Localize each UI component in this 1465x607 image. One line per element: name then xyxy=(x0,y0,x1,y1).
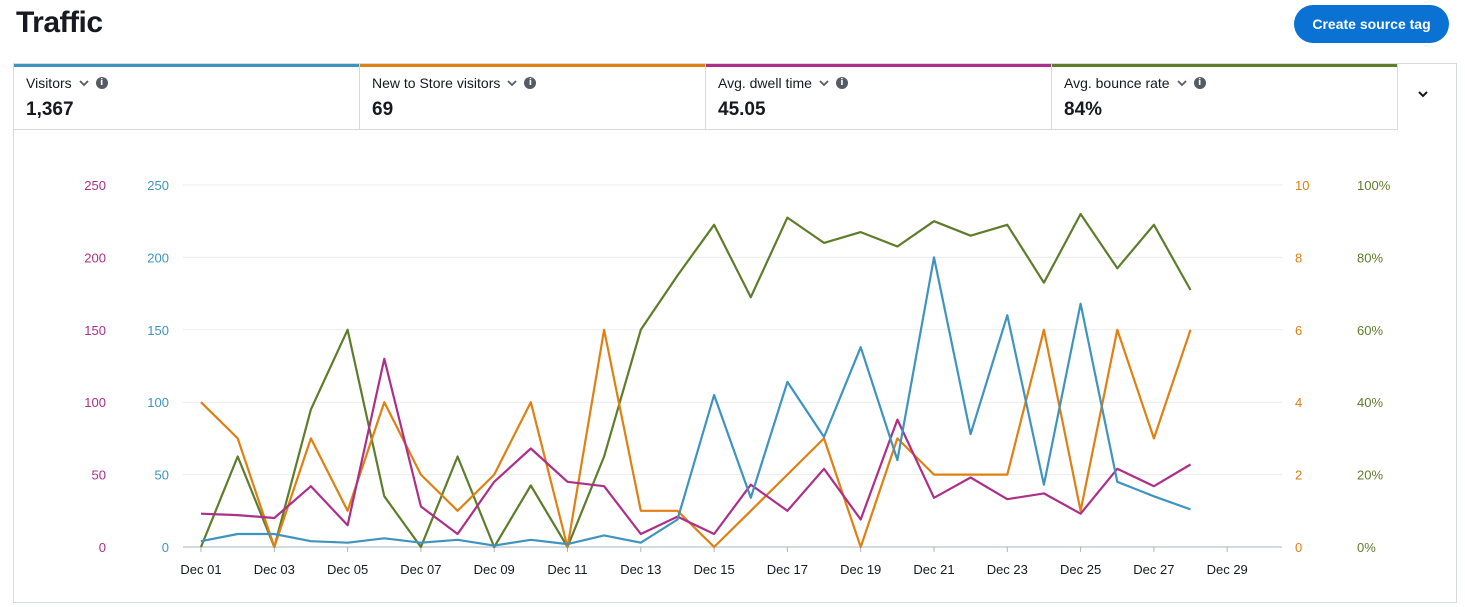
traffic-panel xyxy=(13,63,1457,603)
y-tick-label: 150 xyxy=(147,323,169,338)
x-tick-label: Dec 21 xyxy=(913,562,954,577)
y-tick-label: 4 xyxy=(1295,395,1302,410)
y-tick-label: 0 xyxy=(99,540,106,555)
page-title: Traffic xyxy=(16,6,103,39)
info-icon[interactable]: i xyxy=(524,77,537,89)
y-tick-label: 50 xyxy=(155,468,169,483)
metric-value: 45.05 xyxy=(718,99,766,120)
metric-tab-dwell-time[interactable]: Avg. dwell time i 45.05 xyxy=(706,64,1052,130)
x-tick-label: Dec 07 xyxy=(400,562,441,577)
info-icon[interactable]: i xyxy=(95,77,108,89)
y-tick-label: 0% xyxy=(1357,540,1376,555)
metric-tab-new-to-store[interactable]: New to Store visitors i 69 xyxy=(360,64,706,130)
y-tick-label: 10 xyxy=(1295,178,1309,193)
metric-tabs: Visitors i 1,367 New to Store visitors i… xyxy=(14,64,1398,131)
y-tick-label: 2 xyxy=(1295,468,1302,483)
y-tick-label: 150 xyxy=(84,323,106,338)
y-tick-label: 50 xyxy=(92,468,106,483)
metric-value: 84% xyxy=(1064,99,1103,120)
metric-color-bar xyxy=(1052,64,1397,67)
y-tick-label: 8 xyxy=(1295,250,1302,265)
series-line-visitors xyxy=(200,256,1191,547)
metric-color-bar xyxy=(14,64,359,67)
series-line-avg-bounce-rate xyxy=(199,212,1192,549)
create-source-tag-button[interactable]: Create source tag xyxy=(1294,5,1449,43)
x-tick-label: Dec 23 xyxy=(987,562,1028,577)
metric-label: Visitors xyxy=(26,75,72,91)
info-icon[interactable]: i xyxy=(1193,77,1206,89)
y-tick-label: 60% xyxy=(1357,323,1383,338)
chevron-down-icon[interactable] xyxy=(506,77,518,89)
metric-value: 1,367 xyxy=(26,99,74,120)
x-tick-label: Dec 25 xyxy=(1060,562,1101,577)
metric-label: Avg. bounce rate xyxy=(1064,75,1170,91)
series-line-avg-dwell-time xyxy=(200,357,1192,536)
y-tick-label: 200 xyxy=(147,250,169,265)
metric-color-bar xyxy=(706,64,1051,67)
metric-tab-visitors[interactable]: Visitors i 1,367 xyxy=(14,64,360,130)
x-tick-label: Dec 19 xyxy=(840,562,881,577)
expand-chevron-icon[interactable] xyxy=(1415,86,1431,102)
x-tick-label: Dec 11 xyxy=(547,562,587,577)
y-tick-label: 6 xyxy=(1295,323,1302,338)
x-tick-label: Dec 05 xyxy=(327,562,368,577)
x-tick-label: Dec 17 xyxy=(767,562,808,577)
metric-label: New to Store visitors xyxy=(372,75,501,91)
y-tick-label: 250 xyxy=(147,178,169,193)
y-tick-label: 250 xyxy=(84,178,106,193)
y-tick-label: 100% xyxy=(1357,178,1391,193)
x-tick-label: Dec 09 xyxy=(474,562,515,577)
metric-value: 69 xyxy=(372,99,394,120)
chevron-down-icon[interactable] xyxy=(1176,77,1188,89)
y-tick-label: 80% xyxy=(1357,250,1383,265)
y-tick-label: 200 xyxy=(84,250,106,265)
metric-color-bar xyxy=(360,64,705,67)
y-tick-label: 100 xyxy=(84,395,106,410)
chevron-down-icon[interactable] xyxy=(78,77,90,89)
y-tick-label: 0 xyxy=(1295,540,1302,555)
y-tick-label: 100 xyxy=(147,395,169,410)
chevron-down-icon[interactable] xyxy=(818,77,830,89)
x-tick-label: Dec 03 xyxy=(254,562,295,577)
x-tick-label: Dec 13 xyxy=(620,562,661,577)
info-icon[interactable]: i xyxy=(835,77,848,89)
y-tick-label: 40% xyxy=(1357,395,1383,410)
x-tick-label: Dec 01 xyxy=(180,562,221,577)
x-tick-label: Dec 15 xyxy=(693,562,734,577)
metric-label: Avg. dwell time xyxy=(718,75,812,91)
x-tick-label: Dec 27 xyxy=(1133,562,1174,577)
y-tick-label: 0 xyxy=(162,540,169,555)
y-tick-label: 20% xyxy=(1357,468,1383,483)
x-tick-label: Dec 29 xyxy=(1207,562,1248,577)
metric-tab-bounce-rate[interactable]: Avg. bounce rate i 84% xyxy=(1052,64,1398,130)
